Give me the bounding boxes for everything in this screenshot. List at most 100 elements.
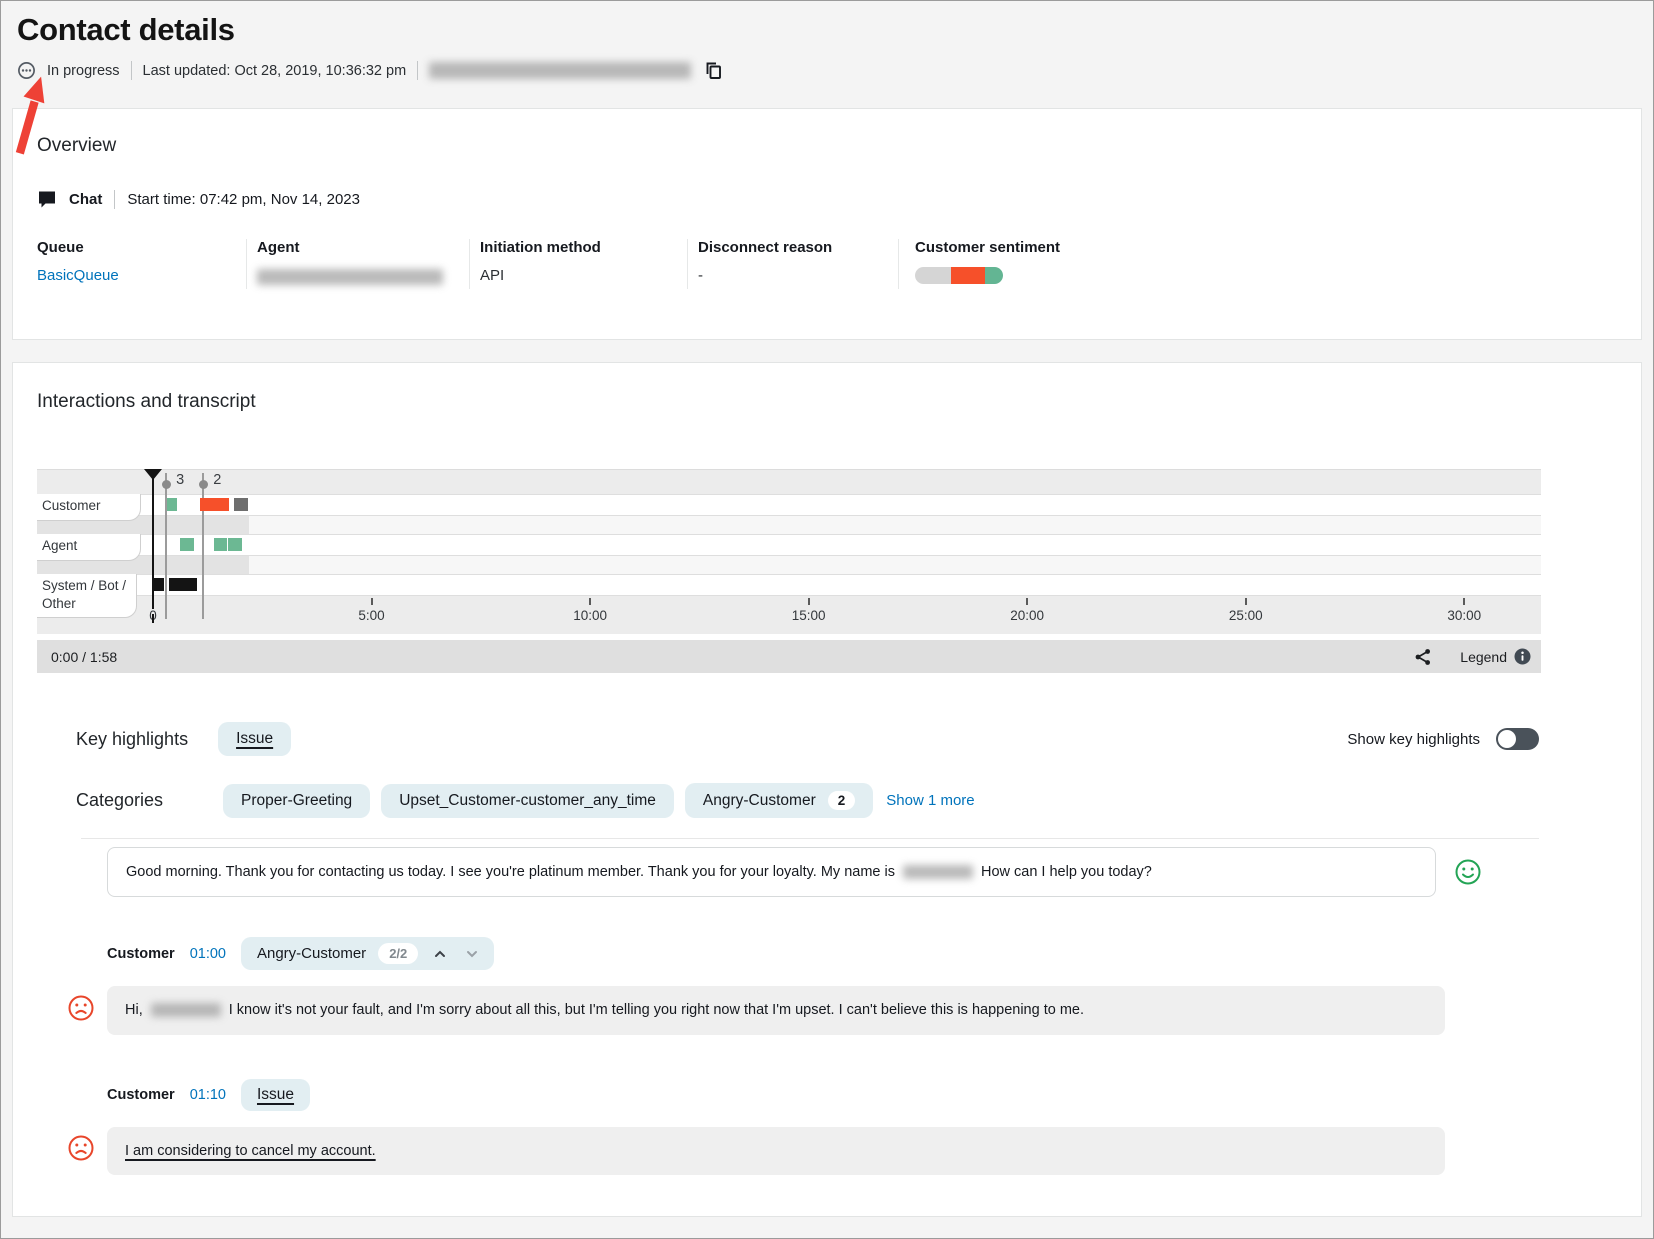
interactions-panel: Interactions and transcript 05:0010:0015… bbox=[12, 362, 1642, 1217]
field-customer-sentiment: Customer sentiment bbox=[898, 239, 1617, 289]
copy-button[interactable] bbox=[702, 59, 725, 82]
timestamp-link[interactable]: 01:10 bbox=[189, 1086, 226, 1103]
angry-customer-badge[interactable]: Angry-Customer 2/2 bbox=[240, 937, 495, 971]
transcript-entry-header: Customer 01:10 Issue bbox=[107, 1078, 1617, 1111]
category-pill[interactable]: Proper-Greeting bbox=[223, 783, 371, 818]
category-name: Proper-Greeting bbox=[241, 791, 353, 809]
timeline-event-green[interactable] bbox=[228, 538, 242, 551]
chat-icon bbox=[37, 189, 57, 209]
speaker-label: Customer bbox=[107, 1086, 175, 1103]
timeline-event-black[interactable] bbox=[153, 578, 164, 591]
sentiment-segment-neutral bbox=[915, 267, 952, 284]
divider bbox=[130, 61, 132, 80]
category-count-badge: 2 bbox=[827, 791, 856, 810]
timeline-event-green[interactable] bbox=[166, 498, 178, 511]
legend-label: Legend bbox=[1460, 648, 1507, 665]
disconnect-reason-label: Disconnect reason bbox=[698, 239, 833, 256]
category-pill[interactable]: Upset_Customer-customer_any_time bbox=[381, 783, 674, 818]
agent-message-bubble: Good morning. Thank you for contacting u… bbox=[107, 847, 1436, 898]
customer-message-bubble: I am considering to cancel my account. bbox=[107, 1126, 1445, 1175]
show-key-highlights-toggle[interactable] bbox=[1496, 728, 1539, 750]
key-highlights-row: Key highlights Issue Show key highlights bbox=[76, 722, 1539, 756]
share-button[interactable] bbox=[1412, 646, 1434, 668]
info-icon bbox=[1514, 648, 1531, 665]
axis-tick bbox=[1026, 598, 1029, 605]
interactions-title: Interactions and transcript bbox=[37, 391, 256, 412]
status-badge: In progress bbox=[47, 62, 120, 79]
axis-tick bbox=[807, 598, 810, 605]
axis-tick bbox=[370, 598, 373, 605]
show-more-link[interactable]: Show 1 more bbox=[886, 792, 975, 809]
redacted-agent-name bbox=[150, 1003, 221, 1018]
event-marker-line bbox=[165, 473, 168, 619]
event-marker-line bbox=[202, 473, 205, 619]
legend-button[interactable]: Legend bbox=[1460, 648, 1531, 665]
categories-label: Categories bbox=[76, 790, 164, 810]
playback-time-display: 0:00 / 1:58 bbox=[51, 648, 118, 665]
timestamp-link[interactable]: 01:00 bbox=[189, 945, 226, 962]
axis-tick bbox=[589, 598, 592, 605]
timeline-event-gray[interactable] bbox=[233, 498, 248, 511]
category-pill[interactable]: Angry-Customer 2 bbox=[684, 783, 874, 818]
timeline-event-green[interactable] bbox=[214, 538, 227, 551]
field-disconnect-reason: Disconnect reason - bbox=[687, 239, 898, 289]
timeline-event-black[interactable] bbox=[169, 578, 197, 591]
axis-tick-label: 30:00 bbox=[1447, 608, 1482, 623]
overview-panel: Overview Chat Start time: 07:42 pm, Nov … bbox=[12, 108, 1642, 340]
timeline-header-strip bbox=[37, 469, 1541, 494]
timeline-label-agent: Agent bbox=[37, 534, 141, 561]
event-marker-count: 3 bbox=[176, 472, 185, 488]
match-counter: 2/2 bbox=[378, 943, 419, 965]
timeline-label-system-bot-other: System / Bot / Other bbox=[37, 574, 137, 618]
category-name: Angry-Customer bbox=[702, 791, 816, 809]
copy-icon bbox=[706, 62, 722, 79]
event-marker-dot[interactable] bbox=[198, 480, 208, 489]
issue-tag-pill[interactable]: Issue bbox=[240, 1078, 311, 1111]
axis-tick-label: 25:00 bbox=[1228, 608, 1263, 623]
divider bbox=[417, 61, 419, 80]
status-ellipsis-icon bbox=[17, 61, 36, 80]
timeline-event-green[interactable] bbox=[179, 538, 194, 551]
playhead-tick bbox=[152, 614, 154, 623]
timeline-axis-band bbox=[37, 596, 1541, 634]
timeline-row-customer bbox=[37, 494, 1541, 516]
axis-tick-label: 20:00 bbox=[1010, 608, 1045, 623]
redacted-contact-id bbox=[429, 62, 692, 79]
playhead-line[interactable] bbox=[152, 469, 154, 609]
transcript-message-customer: I am considering to cancel my account. bbox=[67, 1126, 1445, 1175]
timeline-row-agent bbox=[37, 534, 1541, 556]
agent-label: Agent bbox=[257, 239, 300, 256]
page-header: Contact details In progress Last updated… bbox=[0, 0, 1654, 82]
overview-fields: Queue BasicQueue Agent Initiation method… bbox=[37, 239, 1617, 289]
axis-tick bbox=[1463, 598, 1466, 605]
chevron-up-icon bbox=[435, 950, 446, 957]
timeline-event-orange[interactable] bbox=[199, 498, 229, 511]
transcript-message-customer: Hi, I know it's not your fault, and I'm s… bbox=[67, 986, 1445, 1035]
event-marker-count: 2 bbox=[213, 472, 222, 488]
page-title: Contact details bbox=[17, 12, 235, 47]
timeline-row-system bbox=[37, 574, 1541, 596]
transcript-divider bbox=[81, 838, 1539, 839]
negative-sentiment-icon bbox=[68, 995, 94, 1021]
playhead-handle[interactable] bbox=[144, 469, 162, 480]
issue-filter-pill[interactable]: Issue bbox=[218, 722, 292, 756]
initiation-method-value: API bbox=[480, 267, 505, 284]
initiation-method-label: Initiation method bbox=[480, 239, 601, 256]
timeline-toolbar: 0:00 / 1:58 Legend bbox=[37, 640, 1541, 673]
customer-sentiment-bar bbox=[915, 267, 1003, 284]
next-match-button[interactable] bbox=[462, 944, 482, 964]
field-queue: Queue BasicQueue bbox=[37, 239, 246, 289]
queue-link[interactable]: BasicQueue bbox=[37, 267, 119, 284]
channel-label: Chat bbox=[69, 190, 103, 208]
queue-label: Queue bbox=[37, 239, 84, 256]
axis-tick bbox=[1244, 598, 1247, 605]
category-pills: Proper-Greeting Upset_Customer-customer_a… bbox=[223, 783, 874, 818]
categories-row: Categories Proper-Greeting Upset_Customer… bbox=[76, 783, 1539, 818]
previous-match-button[interactable] bbox=[430, 944, 450, 964]
highlighted-issue-text: I am considering to cancel my account. bbox=[125, 1142, 376, 1159]
transcript-entry-header: Customer 01:00 Angry-Customer 2/2 bbox=[107, 937, 1617, 971]
event-marker-dot[interactable] bbox=[161, 480, 171, 489]
overview-title: Overview bbox=[37, 135, 117, 156]
negative-sentiment-icon bbox=[68, 1135, 94, 1161]
